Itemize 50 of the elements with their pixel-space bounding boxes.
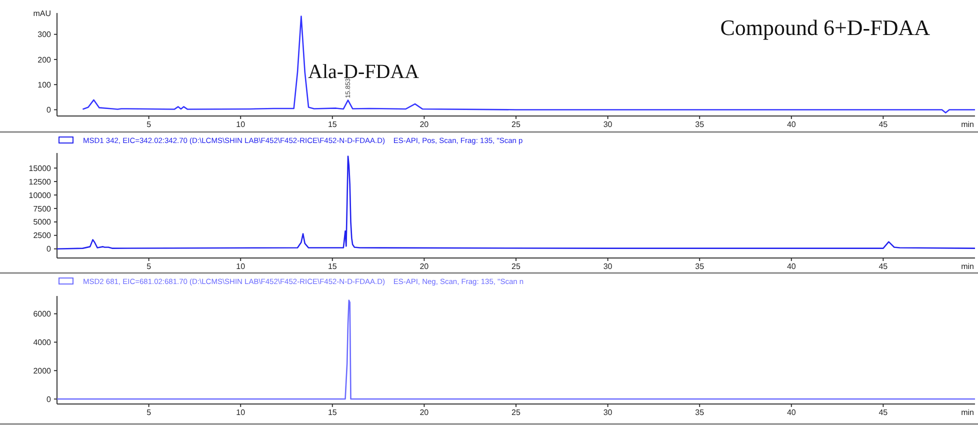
x-tick-label: 5 — [146, 120, 152, 129]
x-tick-label: 45 — [878, 120, 888, 129]
x-tick-label: 25 — [512, 408, 521, 417]
x-tick-label: 40 — [786, 120, 796, 129]
x-tick-label: 30 — [603, 262, 613, 271]
y-tick-label: 12500 — [28, 177, 52, 186]
x-axis-title: min — [961, 262, 974, 271]
x-tick-label: 35 — [695, 120, 705, 129]
x-axis-title: min — [961, 120, 974, 129]
y-tick-label: 5000 — [33, 218, 52, 227]
x-tick-label: 15 — [328, 120, 338, 129]
x-tick-label: 40 — [786, 408, 796, 417]
x-tick-label: 45 — [878, 262, 888, 271]
y-tick-label: 200 — [38, 55, 52, 64]
y-tick-label: 300 — [38, 30, 52, 40]
x-tick-label: 10 — [236, 408, 246, 417]
y-tick-label: 0 — [46, 244, 52, 254]
x-tick-label: 35 — [695, 408, 705, 417]
y-tick-label: 4000 — [33, 338, 52, 347]
x-tick-label: 40 — [786, 262, 796, 271]
y-tick-label: 2500 — [33, 231, 52, 240]
x-tick-label: 30 — [603, 120, 613, 129]
y-tick-label: 6000 — [33, 310, 52, 319]
y-tick-label: 10000 — [28, 190, 52, 200]
x-tick-label: 15 — [328, 408, 338, 417]
y-axis-title: mAU — [33, 9, 52, 18]
y-tick-label: 2000 — [33, 366, 52, 376]
x-axis-title: min — [961, 408, 974, 417]
x-tick-label: 20 — [420, 262, 430, 271]
x-tick-label: 10 — [236, 120, 246, 129]
y-tick-label: 0 — [46, 106, 52, 115]
line-series — [56, 156, 976, 250]
x-tick-label: 35 — [695, 262, 705, 271]
x-tick-label: 10 — [236, 262, 246, 271]
y-tick-label: 100 — [38, 80, 52, 90]
x-tick-label: 20 — [420, 120, 430, 129]
chart-title: Compound 6+D-FDAA — [720, 15, 930, 40]
y-tick-label: 15000 — [28, 164, 52, 173]
x-tick-label: 30 — [603, 408, 613, 417]
x-tick-label: 25 — [512, 120, 521, 129]
x-tick-label: 15 — [328, 262, 338, 271]
y-tick-label: 0 — [46, 394, 52, 404]
x-tick-label: 20 — [420, 408, 430, 417]
x-tick-label: 25 — [512, 262, 521, 271]
x-tick-label: 45 — [878, 408, 888, 417]
x-tick-label: 5 — [146, 262, 152, 271]
line-series — [56, 300, 976, 400]
y-tick-label: 7500 — [33, 204, 52, 214]
line-series — [82, 16, 976, 114]
x-tick-label: 5 — [146, 408, 152, 417]
